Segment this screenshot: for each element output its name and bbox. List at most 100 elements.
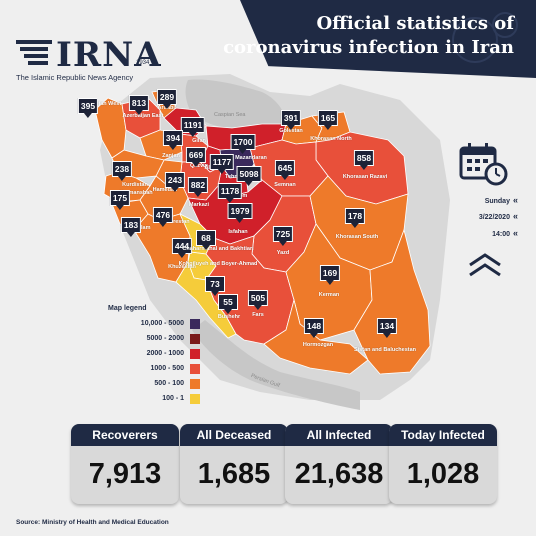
province-sistan xyxy=(353,228,431,375)
province-label-lorestan: Lorestan xyxy=(166,219,190,225)
stat-value: 7,913 xyxy=(88,458,162,490)
stat-label: Today Infected xyxy=(389,424,497,446)
stat-card-all-infected: All Infected 21,638 xyxy=(285,424,393,504)
province-label-kermanshah: Kermanshah xyxy=(119,190,153,196)
legend-swatch xyxy=(190,378,200,389)
date-time-text: 14:00 xyxy=(492,231,510,238)
stat-value: 1,685 xyxy=(197,458,271,490)
date-time: 14:00 « xyxy=(428,228,518,238)
province-label-fars: Fars xyxy=(252,312,264,318)
legend-label: 1000 - 500 xyxy=(150,365,184,372)
province-label-khorasan-south: Khorasan South xyxy=(335,234,379,240)
legend-label: 10,000 - 5000 xyxy=(140,320,184,327)
count-pin-semnan: 645 xyxy=(274,160,296,180)
count-pin-mazandaran: 1700 xyxy=(230,134,256,154)
legend-swatch xyxy=(190,363,200,374)
count-pin-zanjan: 394 xyxy=(162,130,184,150)
province-label-zanjan: Zanjan xyxy=(162,153,180,159)
count-pin-qom: 1178 xyxy=(217,183,243,203)
stat-value: 21,638 xyxy=(294,458,384,490)
brand-name: IRNA xyxy=(56,35,162,75)
count-pin-ardabil: 289 xyxy=(156,89,178,109)
legend-row: 2000 - 1000 xyxy=(108,346,200,361)
legend-label: 2000 - 1000 xyxy=(146,350,184,357)
persian-gulf xyxy=(192,320,360,410)
province-azerbaijan-west xyxy=(94,97,127,159)
province-label-hormozgan: Hormozgan xyxy=(302,342,334,348)
stat-card-today-infected: Today Infected 1,028 xyxy=(389,424,497,504)
province-label-semnan: Semnan xyxy=(274,182,296,188)
count-pin-khorasan-razavi: 858 xyxy=(353,150,375,170)
brand-tagline: The Islamic Republic News Agency xyxy=(16,73,134,82)
stat-card-all-deceased: All Deceased 1,685 xyxy=(180,424,288,504)
legend-row: 1000 - 500 xyxy=(108,361,200,376)
province-label-markazi: Markazi xyxy=(188,202,210,208)
count-pin-kurdistan: 238 xyxy=(111,161,133,181)
legend-row: 5000 - 2000 xyxy=(108,331,200,346)
province-label-kerman: Kerman xyxy=(318,292,340,298)
count-pin-chaharmahal: 68 xyxy=(196,230,216,250)
stat-value: 1,028 xyxy=(406,458,480,490)
count-pin-lorestan: 476 xyxy=(152,207,174,227)
stat-label: All Infected xyxy=(285,424,393,446)
map-legend: Map legend 10,000 - 5000 5000 - 2000 200… xyxy=(108,305,200,406)
source-note: Source: Ministry of Health and Medical E… xyxy=(16,519,169,526)
irna-logo-icon xyxy=(16,40,52,65)
province-label-chaharmahal: Chaharmahal and Bakhtiari xyxy=(182,246,254,252)
legend-swatch xyxy=(190,348,200,359)
province-label-azerbaijan-east: Azerbaijan East xyxy=(122,113,164,119)
legend-label: 100 - 1 xyxy=(162,395,184,402)
province-label-sistan: Sistan and Baluchestan xyxy=(353,347,417,353)
province-label-bushehr: Bushehr xyxy=(217,314,241,320)
province-label-hamedan: Hamedan xyxy=(152,187,178,193)
double-chevron-left-icon: « xyxy=(512,195,518,205)
count-pin-hormozgan: 148 xyxy=(303,318,325,338)
brand-logo: IRNA 1934 The Islamic Republic News Agen… xyxy=(16,38,162,82)
count-pin-khuzestan: 444 xyxy=(171,238,193,258)
count-pin-kerman: 169 xyxy=(319,265,341,285)
province-label-azerbaijan-west: Azerbaijan West xyxy=(78,101,122,107)
province-label-khorasan-razavi: Khorasan Razavi xyxy=(342,174,388,180)
double-chevron-up-icon xyxy=(469,253,501,277)
province-label-golestan: Golestan xyxy=(279,128,303,134)
count-pin-yazd: 725 xyxy=(272,226,294,246)
legend-swatch xyxy=(190,333,200,344)
province-label-kohgiluyeh: Kohgiluyeh and Boyer-Ahmad xyxy=(178,261,258,267)
province-label-tehran: Tehran xyxy=(225,174,243,180)
legend-swatch xyxy=(190,393,200,404)
header-band xyxy=(0,0,536,92)
count-pin-tehran: 5098 xyxy=(236,166,262,186)
legend-title: Map legend xyxy=(108,305,147,312)
province-label-gilan: Gilan xyxy=(192,138,206,144)
brand-since: 1934 xyxy=(136,60,150,66)
count-pin-qazvin: 669 xyxy=(185,147,207,167)
province-label-khorasan-north: Khorasan North xyxy=(310,136,352,142)
calendar-clock-icon xyxy=(459,143,508,186)
legend-row: 500 - 100 xyxy=(108,376,200,391)
date-day-text: Sunday xyxy=(484,198,510,205)
legend-swatch xyxy=(190,318,200,329)
count-pin-gilan: 1191 xyxy=(180,117,206,137)
date-date: 3/22/2020 « xyxy=(428,211,518,221)
count-pin-alborz: 1177 xyxy=(209,154,235,174)
caspian-sea xyxy=(185,79,286,130)
count-pin-khorasan-south: 178 xyxy=(344,208,366,228)
province-label-yazd: Yazd xyxy=(276,250,290,256)
page-title: Official statistics of coronavirus infec… xyxy=(214,12,514,60)
province-label-khuzestan: Khuzestan xyxy=(168,264,196,270)
count-pin-azerbaijan-west: 395 xyxy=(77,98,99,118)
count-pin-kermanshah: 175 xyxy=(109,190,131,210)
legend-label: 500 - 100 xyxy=(154,380,184,387)
title-line-1: Official statistics of xyxy=(316,13,514,34)
province-label-ilam: Ilam xyxy=(139,225,151,231)
legend-row: 100 - 1 xyxy=(108,391,200,406)
count-pin-isfahan: 1979 xyxy=(227,203,253,223)
province-label-isfahan: Isfahan xyxy=(228,229,248,235)
stat-label: All Deceased xyxy=(180,424,288,446)
count-pin-khorasan-north: 165 xyxy=(317,110,339,130)
count-pin-markazi: 882 xyxy=(187,177,209,197)
count-pin-bushehr: 55 xyxy=(218,294,238,314)
count-pin-golestan: 391 xyxy=(280,110,302,130)
stat-label: Recoverers xyxy=(71,424,179,446)
count-pin-sistan: 134 xyxy=(376,318,398,338)
